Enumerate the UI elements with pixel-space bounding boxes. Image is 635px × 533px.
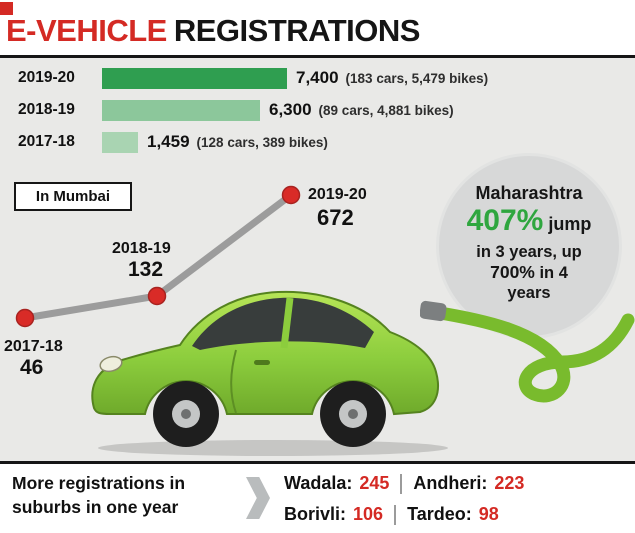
badge-line5: years [507, 284, 551, 303]
line-year-2017-18: 2017-18 [4, 338, 63, 355]
line-value-132: 132 [128, 258, 164, 281]
bar-year-label: 2018-19 [18, 101, 75, 118]
bar-row-2018-19: 2018-19 6,300 (89 cars, 4,881 bikes) [0, 98, 635, 122]
footer-note-line1: More registrations in [12, 473, 186, 493]
car-front-wheel [153, 381, 219, 447]
car-windows [192, 297, 374, 350]
bar-2018-19 [102, 99, 260, 121]
badge-title: Maharashtra [475, 183, 583, 203]
stat-value-tardeo: 98 [478, 504, 499, 524]
line-year-2018-19: 2018-19 [112, 240, 171, 257]
point-2019-20 [281, 185, 301, 205]
stats-row-1: Wadala: 245 Andheri: 223 [284, 468, 524, 499]
footer: More registrations in suburbs in one yea… [0, 461, 635, 533]
cable-plug [420, 300, 447, 322]
cable-hose [427, 305, 635, 403]
stat-label-wadala: Wadala: [284, 473, 353, 493]
bar-row-2019-20: 2019-20 7,400 (183 cars, 5,479 bikes) [0, 66, 635, 90]
stat-divider [394, 504, 397, 525]
stat-label-tardeo: Tardeo: [407, 504, 472, 524]
bar-year-label: 2019-20 [18, 69, 75, 86]
car-rear-wheel [320, 381, 386, 447]
line-value-672: 672 [317, 205, 354, 230]
stat-label-andheri: Andheri: [413, 473, 488, 493]
line-chart [15, 185, 301, 328]
page-title: E-VEHICLE REGISTRATIONS [6, 13, 420, 49]
badge-line4: 700% in 4 [439, 262, 619, 283]
bar-value: 1,459 [147, 132, 190, 151]
footer-note: More registrations in suburbs in one yea… [12, 472, 185, 519]
title-bar: E-VEHICLE REGISTRATIONS [0, 0, 635, 58]
badge-jump-text: jump [543, 213, 592, 234]
line-year-2019-20: 2019-20 [308, 186, 367, 203]
bar-2017-18 [102, 131, 138, 153]
suburb-stats: Wadala: 245 Andheri: 223 Borivli: 106 Ta… [284, 468, 524, 530]
stat-label-borivli: Borivli: [284, 504, 347, 524]
title-rest: REGISTRATIONS [173, 13, 421, 48]
car-headlight [99, 355, 123, 373]
car-door-handle [254, 360, 270, 365]
badge-pct-line: 407% jump [439, 203, 619, 242]
stat-value-borivli: 106 [353, 504, 384, 524]
car-door-seam [230, 349, 237, 414]
car-shadow [98, 440, 448, 456]
stats-row-2: Borivli: 106 Tardeo: 98 [284, 499, 524, 530]
bar-detail: (89 cars, 4,881 bikes) [318, 102, 454, 118]
bar-year-label: 2017-18 [18, 133, 75, 150]
stat-value-wadala: 245 [359, 473, 390, 493]
bar-value: 6,300 [269, 100, 312, 119]
footer-note-line2: suburbs in one year [12, 496, 179, 517]
maharashtra-badge: Maharashtra 407% jump in 3 years, up 700… [436, 153, 622, 339]
badge-line3: in 3 years, up [476, 242, 582, 261]
bar-2019-20 [102, 67, 287, 89]
car-pillar [280, 297, 294, 349]
electric-car-illustration [91, 290, 448, 456]
chevron-right-icon [246, 477, 270, 519]
bar-row-2017-18: 2017-18 1,459 (128 cars, 389 bikes) [0, 130, 635, 154]
point-2018-19 [147, 286, 167, 306]
badge-407-pct: 407% [466, 203, 544, 237]
in-mumbai-label: In Mumbai [14, 182, 132, 211]
line-value-46: 46 [20, 356, 44, 379]
stat-divider [400, 473, 403, 494]
charging-cable-graphic [420, 300, 635, 403]
stat-value-andheri: 223 [494, 473, 525, 493]
red-square-icon [0, 2, 13, 15]
point-2017-18 [15, 308, 35, 328]
bar-value: 7,400 [296, 68, 339, 87]
title-highlight: E-VEHICLE [6, 13, 167, 48]
bar-detail: (183 cars, 5,479 bikes) [345, 70, 489, 86]
chart-panel: 2019-20 7,400 (183 cars, 5,479 bikes) 20… [0, 58, 635, 461]
badge-700-pct: 700% [490, 262, 535, 283]
bar-detail: (128 cars, 389 bikes) [196, 134, 328, 150]
badge-in4-text: in 4 [534, 264, 568, 283]
